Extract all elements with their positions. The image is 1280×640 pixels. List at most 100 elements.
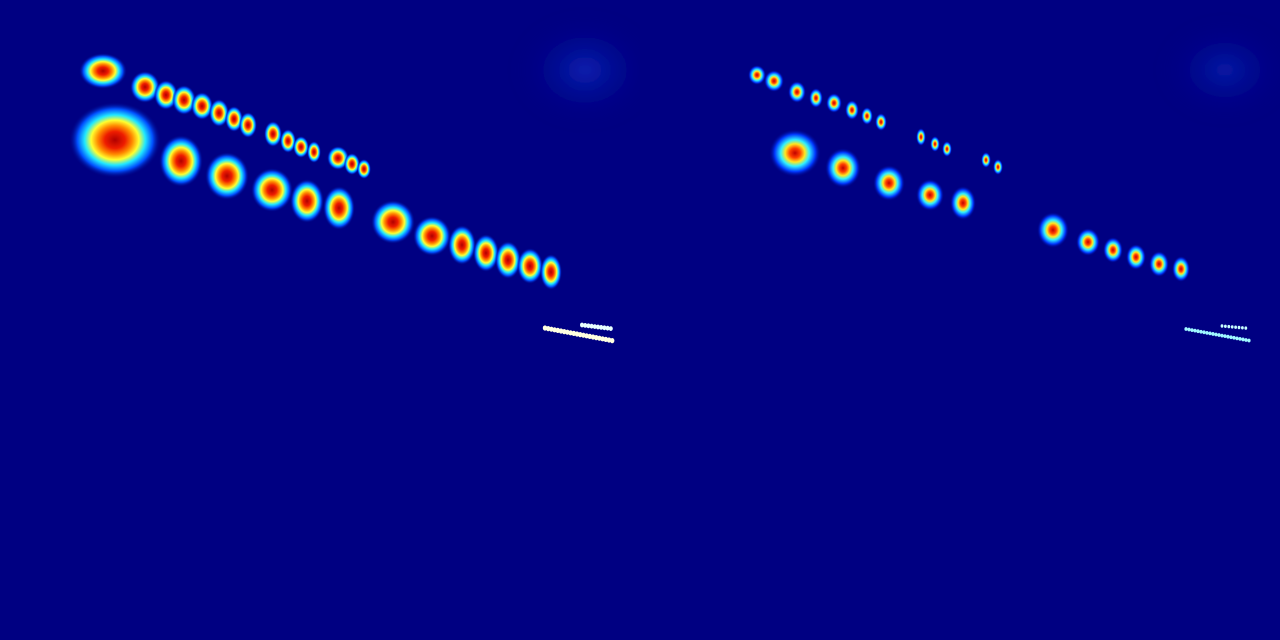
- heat-blob: [1149, 251, 1169, 277]
- heat-blob: [809, 88, 823, 108]
- heat-blob: [69, 102, 161, 178]
- panel-background: [640, 0, 1280, 640]
- heatmap-panel-right: [640, 0, 1280, 640]
- heat-blob: [79, 53, 127, 89]
- heat-blob: [293, 136, 309, 158]
- tiny-dot: [602, 325, 607, 331]
- heat-blob: [344, 153, 360, 175]
- tiny-dot: [599, 325, 604, 330]
- tiny-dot: [1238, 337, 1242, 341]
- heat-blob: [1076, 228, 1100, 256]
- heat-blob: [172, 85, 196, 115]
- heat-blob: [264, 121, 282, 147]
- tiny-dots-right: [1184, 324, 1251, 343]
- heat-blob: [1037, 212, 1069, 248]
- tiny-dot: [1232, 335, 1236, 340]
- tiny-dot: [1237, 325, 1241, 330]
- tiny-dot: [1247, 338, 1251, 343]
- heat-blob: [130, 71, 160, 103]
- tiny-dot: [1241, 337, 1245, 342]
- heat-blob: [845, 100, 859, 120]
- heat-blobs-left: [69, 53, 562, 290]
- tiny-dot: [1217, 333, 1221, 337]
- heat-blob: [357, 159, 371, 179]
- tiny-dot: [1244, 326, 1248, 330]
- heat-blob: [1126, 244, 1146, 270]
- tiny-dot: [589, 323, 594, 329]
- tiny-dot: [1220, 324, 1224, 328]
- tiny-dot: [592, 324, 597, 329]
- heatmap-panel-left: [69, 15, 640, 344]
- tiny-dot: [1244, 338, 1248, 342]
- tiny-dot: [1235, 336, 1239, 341]
- tiny-dot: [580, 322, 584, 328]
- heat-blobs-right: [748, 65, 1190, 282]
- heat-blob: [916, 179, 944, 211]
- tiny-dot: [1230, 325, 1234, 329]
- tiny-dots-left: [542, 322, 615, 344]
- heat-blob: [327, 146, 349, 170]
- heat-blob: [323, 186, 355, 230]
- tiny-dot: [1241, 326, 1244, 330]
- faint-region: [515, 15, 640, 125]
- heat-blob: [1103, 237, 1123, 263]
- heat-blob: [826, 93, 842, 113]
- heat-blob: [748, 65, 766, 85]
- heat-blob: [209, 99, 229, 127]
- tiny-dot: [610, 338, 615, 344]
- heatmap-left-svg: [69, 15, 640, 344]
- tiny-dot: [1184, 327, 1188, 331]
- tiny-dot: [1223, 334, 1227, 339]
- tiny-dot: [1208, 331, 1212, 336]
- heat-blob: [993, 159, 1003, 175]
- heat-blob: [495, 241, 521, 279]
- tiny-dot: [605, 325, 610, 331]
- tiny-dot: [1220, 333, 1224, 338]
- tiny-dot: [1190, 328, 1194, 332]
- tiny-dot: [596, 324, 600, 330]
- heat-blob: [942, 141, 952, 157]
- heat-blob: [950, 186, 976, 220]
- tiny-dot: [1224, 324, 1227, 328]
- heat-blob: [788, 81, 806, 103]
- tiny-dot: [1193, 328, 1197, 333]
- heat-blob: [517, 248, 543, 284]
- tiny-dot: [1214, 332, 1218, 337]
- heatmap-right-svg: [640, 0, 1280, 640]
- tiny-dot: [1202, 330, 1206, 335]
- heat-blob: [205, 152, 249, 200]
- heat-blob: [473, 234, 499, 272]
- heat-blob: [981, 152, 991, 168]
- heat-blob: [371, 200, 415, 244]
- tiny-dot: [1199, 329, 1203, 334]
- heat-blob: [1172, 256, 1190, 282]
- heat-blob: [875, 113, 887, 131]
- heat-blob: [825, 148, 861, 188]
- heat-blob: [239, 112, 257, 138]
- tiny-dot: [1205, 330, 1209, 335]
- tiny-dot: [1234, 325, 1237, 329]
- heat-blob: [280, 129, 296, 153]
- heat-blob: [191, 92, 213, 120]
- heat-blob: [159, 135, 203, 187]
- heat-blob: [225, 106, 243, 132]
- tiny-dot: [1229, 335, 1233, 340]
- faint-region: [1160, 20, 1280, 120]
- heat-blob: [448, 225, 476, 265]
- heat-blob: [769, 129, 821, 177]
- tiny-dot: [608, 326, 613, 331]
- tiny-dot: [583, 323, 588, 328]
- heat-blob: [251, 168, 293, 212]
- tiny-dot: [1226, 334, 1230, 339]
- heat-blob: [861, 107, 873, 125]
- heat-blob: [916, 128, 926, 146]
- heat-blob: [540, 254, 562, 290]
- heat-blob: [154, 80, 178, 110]
- tiny-dot: [1196, 329, 1200, 334]
- heat-blob: [290, 179, 324, 223]
- tiny-dot: [1227, 324, 1231, 329]
- heat-blob: [413, 216, 451, 256]
- heat-blob: [930, 136, 940, 152]
- tiny-dot: [586, 323, 591, 329]
